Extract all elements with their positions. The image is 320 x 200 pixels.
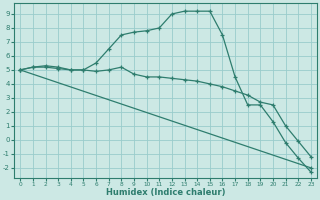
X-axis label: Humidex (Indice chaleur): Humidex (Indice chaleur) <box>106 188 225 197</box>
